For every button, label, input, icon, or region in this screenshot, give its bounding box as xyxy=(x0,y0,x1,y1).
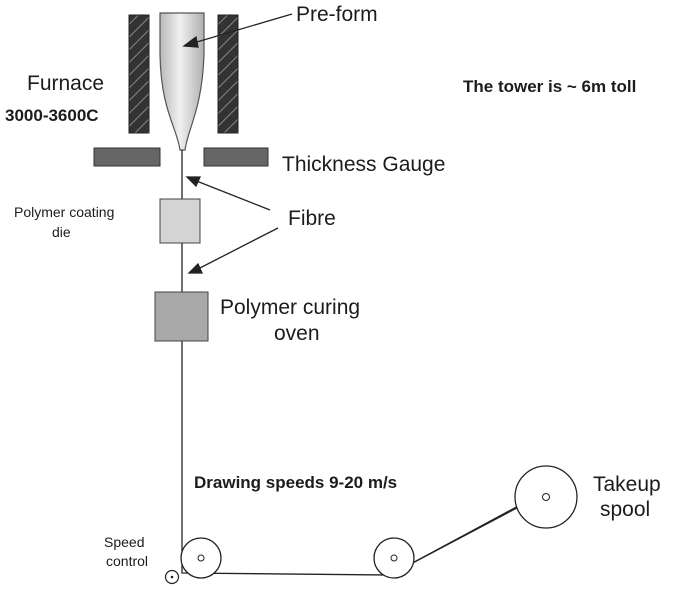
fibre-arrow-upper xyxy=(193,179,271,211)
takeup-label-line2: spool xyxy=(600,498,651,521)
fibre-label: Fibre xyxy=(288,207,336,230)
thickness-gauge-label: Thickness Gauge xyxy=(282,153,446,176)
thickness-gauge-left xyxy=(93,147,161,167)
preform-label: Pre-form xyxy=(296,3,378,26)
furnace-left-wall xyxy=(128,14,150,134)
fibre-line xyxy=(181,150,533,576)
speed-control-label-line2: control xyxy=(106,553,149,569)
polymer-coating-die xyxy=(159,198,201,244)
coating-die-label-line2: die xyxy=(52,224,71,240)
furnace-label: Furnace xyxy=(27,72,105,95)
furnace-temp-label: 3000-3600C xyxy=(5,106,99,125)
speed-control-label-line1: Speed xyxy=(104,534,145,550)
preform-shape xyxy=(159,12,205,151)
thickness-gauge-right xyxy=(203,147,269,167)
tower-height-label: The tower is ~ 6m toll xyxy=(463,77,637,96)
fibre-arrow-lower xyxy=(195,227,279,271)
curing-oven-label-line1: Polymer curing xyxy=(220,296,361,319)
curing-oven-label-line2: oven xyxy=(274,322,320,345)
coating-die-label-line1: Polymer coating xyxy=(14,204,115,220)
takeup-label-line1: Takeup xyxy=(593,473,661,496)
furnace-right-wall xyxy=(217,14,239,134)
polymer-curing-oven xyxy=(154,291,209,342)
preform-arrow xyxy=(189,13,293,45)
drawing-speeds-label: Drawing speeds 9-20 m/s xyxy=(194,473,398,492)
